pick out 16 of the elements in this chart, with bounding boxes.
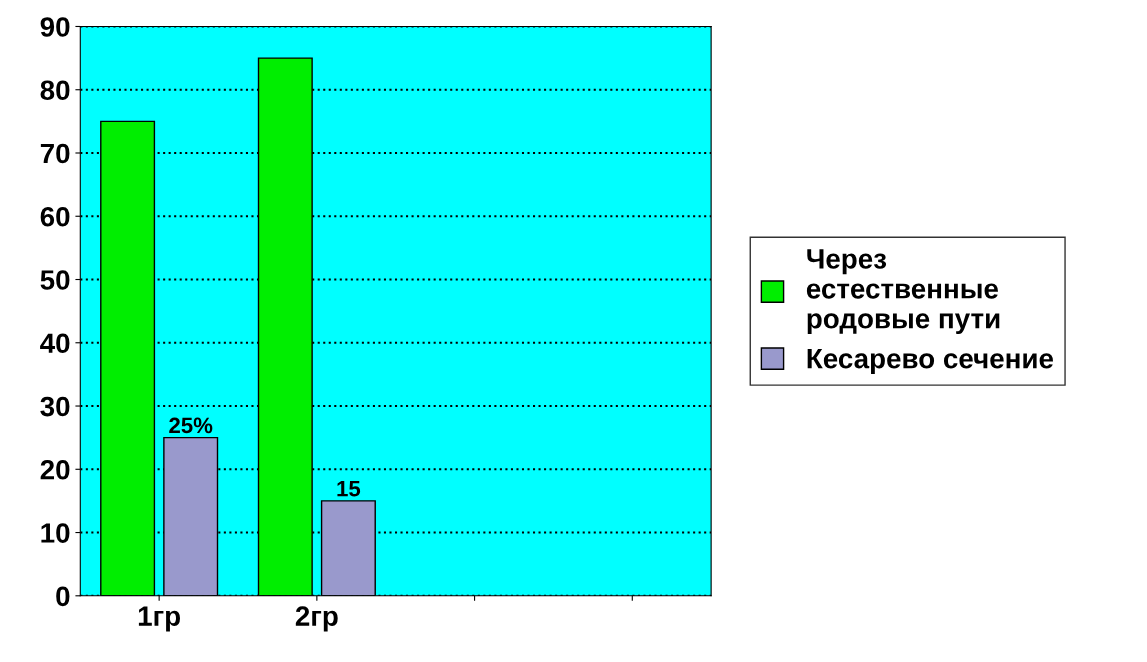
y-tick-label: 0 <box>56 586 70 607</box>
y-tick-label: 20 <box>40 459 70 480</box>
x-tick-label: 2гр <box>295 606 338 632</box>
data-label: 25% <box>169 417 213 434</box>
legend-label: Через естественные родовые пути <box>806 249 1000 335</box>
data-label: 15 <box>337 481 361 497</box>
y-tick-label: 10 <box>41 523 70 543</box>
y-tick-label: 60 <box>40 206 70 227</box>
legend-label: Кесарево сечение <box>807 349 1054 374</box>
y-tick-label: 80 <box>40 80 70 101</box>
x-tick-label: 1гр <box>138 606 180 632</box>
y-tick-label: 70 <box>40 143 70 164</box>
y-tick-label: 50 <box>40 270 70 290</box>
y-tick-label: 90 <box>40 17 70 37</box>
y-tick-label: 40 <box>40 333 70 354</box>
y-tick-label: 30 <box>40 396 70 417</box>
